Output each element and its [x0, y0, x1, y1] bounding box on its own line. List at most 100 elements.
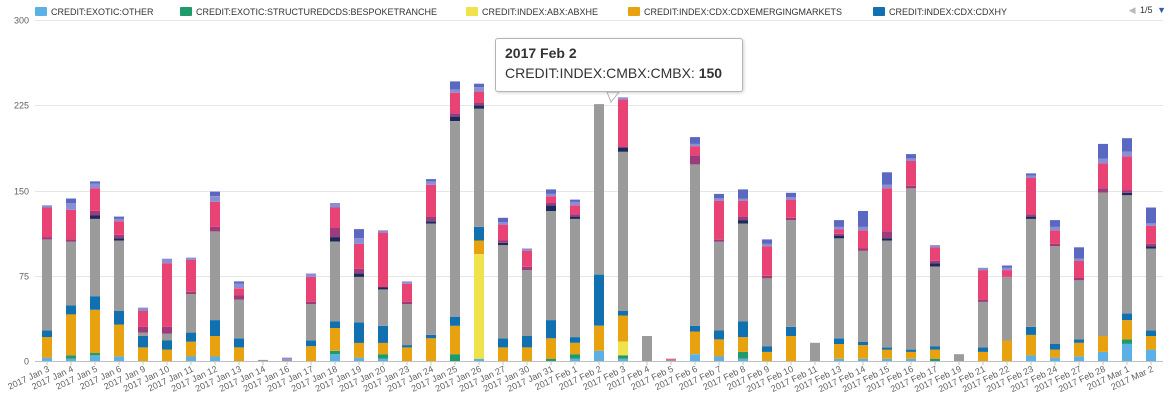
bar-segment[interactable]	[1122, 156, 1132, 191]
bar-segment[interactable]	[210, 231, 220, 321]
bar-segment[interactable]	[162, 263, 172, 327]
bar-segment[interactable]	[354, 268, 364, 274]
bar-segment[interactable]	[858, 345, 868, 359]
bar-segment[interactable]	[522, 336, 532, 348]
bar-segment[interactable]	[474, 83, 484, 88]
bar-segment[interactable]	[642, 336, 652, 361]
bar-segment[interactable]	[570, 205, 580, 215]
bar-segment[interactable]	[1098, 351, 1108, 361]
bar-segment[interactable]	[882, 184, 892, 189]
bar-segment[interactable]	[1026, 218, 1036, 327]
bar-segment[interactable]	[978, 347, 988, 352]
bar-segment[interactable]	[930, 358, 940, 361]
bar-segment[interactable]	[210, 320, 220, 336]
bar-segment[interactable]	[186, 259, 196, 292]
bar-segment[interactable]	[738, 200, 748, 217]
bar-segment[interactable]	[330, 203, 340, 208]
bar-segment[interactable]	[498, 245, 508, 339]
bar-segment[interactable]	[546, 205, 556, 211]
bar-segment[interactable]	[90, 215, 100, 219]
bar-segment[interactable]	[186, 291, 196, 294]
bar-segment[interactable]	[786, 217, 796, 221]
bar-segment[interactable]	[282, 357, 292, 360]
bar-segment[interactable]	[834, 338, 844, 344]
bar-segment[interactable]	[1122, 320, 1132, 340]
legend-item-abxhe[interactable]: CREDIT:INDEX:ABX:ABXHE	[466, 6, 598, 18]
bar-segment[interactable]	[234, 338, 244, 348]
bar-segment[interactable]	[690, 155, 700, 165]
bar-segment[interactable]	[714, 330, 724, 340]
bar-segment[interactable]	[738, 337, 748, 352]
bar-segment[interactable]	[522, 347, 532, 361]
legend-item-cdxemergingmarkets[interactable]: CREDIT:INDEX:CDX:CDXEMERGINGMARKETS	[628, 6, 842, 18]
bar-segment[interactable]	[954, 354, 964, 361]
bar-segment[interactable]	[450, 325, 460, 355]
bar-segment[interactable]	[1098, 143, 1108, 159]
bar-segment[interactable]	[1098, 336, 1108, 352]
bar-segment[interactable]	[1122, 192, 1132, 196]
bar-segment[interactable]	[162, 326, 172, 334]
bar-segment[interactable]	[1098, 158, 1108, 164]
bar-segment[interactable]	[1002, 340, 1012, 362]
bar-segment[interactable]	[234, 347, 244, 361]
bar-segment[interactable]	[1122, 190, 1132, 193]
bar-segment[interactable]	[906, 351, 916, 359]
bar-segment[interactable]	[714, 356, 724, 362]
bar-segment[interactable]	[450, 116, 460, 122]
bar-segment[interactable]	[1026, 326, 1036, 335]
bar-segment[interactable]	[90, 353, 100, 356]
bar-segment[interactable]	[90, 355, 100, 361]
bar-segment[interactable]	[210, 201, 220, 227]
bar-segment[interactable]	[66, 355, 76, 359]
bar-segment[interactable]	[594, 104, 604, 275]
bar-segment[interactable]	[1146, 248, 1156, 331]
bar-segment[interactable]	[1098, 188, 1108, 193]
bar-segment[interactable]	[1050, 349, 1060, 358]
bar-segment[interactable]	[1074, 247, 1084, 259]
bar-segment[interactable]	[426, 223, 436, 335]
bar-segment[interactable]	[1098, 163, 1108, 189]
bar-segment[interactable]	[834, 358, 844, 361]
bar-segment[interactable]	[210, 191, 220, 197]
bar-segment[interactable]	[570, 214, 580, 217]
bar-segment[interactable]	[858, 211, 868, 227]
bar-segment[interactable]	[210, 226, 220, 232]
bar-segment[interactable]	[66, 198, 76, 204]
bar-segment[interactable]	[1002, 267, 1012, 271]
bar-segment[interactable]	[570, 342, 580, 355]
bar-segment[interactable]	[186, 332, 196, 342]
bar-segment[interactable]	[978, 270, 988, 300]
bar-segment[interactable]	[546, 211, 556, 321]
bar-segment[interactable]	[234, 283, 244, 289]
bar-segment[interactable]	[522, 250, 532, 267]
bar-segment[interactable]	[354, 342, 364, 358]
bar-segment[interactable]	[1074, 339, 1084, 343]
bar-segment[interactable]	[858, 358, 868, 361]
bar-segment[interactable]	[42, 330, 52, 338]
bar-segment[interactable]	[762, 243, 772, 247]
bar-segment[interactable]	[450, 113, 460, 117]
bar-segment[interactable]	[66, 203, 76, 210]
legend-item-bespoketranche[interactable]: CREDIT:EXOTIC:STRUCTUREDCDS:BESPOKETRANC…	[180, 6, 437, 18]
bar-segment[interactable]	[714, 239, 724, 242]
bar-segment[interactable]	[114, 221, 124, 235]
bar-segment[interactable]	[834, 343, 844, 359]
bar-segment[interactable]	[474, 103, 484, 106]
bar-segment[interactable]	[930, 263, 940, 267]
bar-segment[interactable]	[978, 351, 988, 361]
bar-segment[interactable]	[834, 220, 844, 227]
bar-segment[interactable]	[306, 273, 316, 277]
bar-segment[interactable]	[1122, 138, 1132, 152]
bar-segment[interactable]	[546, 196, 556, 203]
bar-segment[interactable]	[354, 322, 364, 343]
bar-segment[interactable]	[666, 359, 676, 361]
bar-segment[interactable]	[450, 316, 460, 326]
bar-segment[interactable]	[450, 89, 460, 93]
bar-segment[interactable]	[906, 188, 916, 350]
bar-segment[interactable]	[1050, 243, 1060, 247]
bar-segment[interactable]	[1146, 336, 1156, 350]
bar-segment[interactable]	[114, 234, 124, 239]
bar-segment[interactable]	[234, 281, 244, 284]
bar-segment[interactable]	[66, 314, 76, 356]
bar-segment[interactable]	[690, 354, 700, 361]
